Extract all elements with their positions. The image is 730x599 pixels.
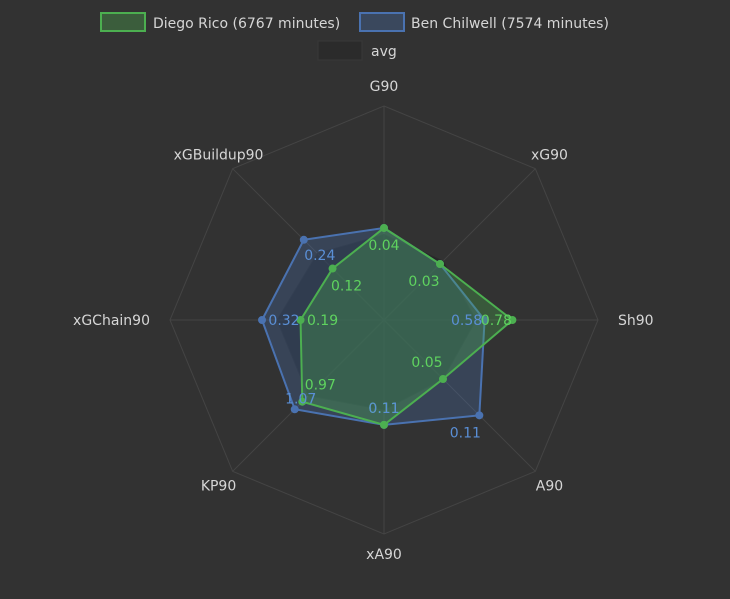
series-layer — [258, 223, 517, 429]
legend-item-ben[interactable]: Ben Chilwell (7574 minutes) — [359, 12, 609, 32]
data-point[interactable] — [508, 316, 517, 324]
data-point[interactable] — [380, 420, 388, 429]
value-label-diego: 0.05 — [411, 355, 442, 371]
value-label-ben: 0.32 — [268, 313, 299, 329]
axis-label-xa90: xA90 — [366, 547, 402, 563]
value-label-ben: 0.24 — [304, 248, 335, 264]
axis-label-xgbuildup90: xGBuildup90 — [174, 148, 264, 164]
value-label-ben: 1.07 — [285, 391, 316, 407]
data-point[interactable] — [439, 375, 448, 384]
legend: Diego Rico (6767 minutes) Ben Chilwell (… — [100, 12, 609, 61]
value-label-ben: 0.58 — [451, 313, 482, 329]
data-point[interactable] — [258, 316, 267, 324]
legend-swatch-diego — [100, 12, 146, 32]
value-label-ben: 0.11 — [368, 401, 399, 417]
legend-label-avg: avg — [371, 44, 397, 60]
axis-labels: G90 xG90 Sh90 A90 xA90 KP90 xGChain90 xGBuildup… — [73, 79, 654, 563]
data-point[interactable] — [380, 223, 388, 232]
data-point[interactable] — [480, 316, 489, 324]
data-point[interactable] — [435, 260, 444, 269]
data-point[interactable] — [298, 397, 307, 406]
value-label-diego: 0.78 — [481, 313, 512, 329]
legend-label-ben: Ben Chilwell (7574 minutes) — [411, 16, 609, 32]
value-labels: 0.04 0.03 0.78 0.05 0.11 0.97 0.19 0.12 0.58 0.11… — [268, 238, 512, 441]
legend-item-avg[interactable]: avg — [317, 40, 397, 61]
axis-label-sh90: Sh90 — [618, 313, 654, 329]
value-label-diego: 0.97 — [305, 378, 336, 394]
axis-label-xg90: xG90 — [531, 148, 568, 164]
legend-swatch-ben — [359, 12, 405, 32]
data-point[interactable] — [290, 405, 299, 414]
data-point[interactable] — [299, 235, 308, 244]
data-point[interactable] — [328, 264, 337, 273]
data-point[interactable] — [296, 316, 305, 324]
value-label-ben: 0.11 — [450, 425, 481, 441]
value-label-diego: 0.11 — [368, 401, 399, 417]
value-label-diego: 0.12 — [331, 279, 362, 295]
axis-label-xgchain90: xGChain90 — [73, 313, 150, 329]
value-label-diego: 0.03 — [408, 274, 439, 290]
value-label-diego: 0.04 — [368, 238, 399, 254]
legend-item-diego[interactable]: Diego Rico (6767 minutes) — [100, 12, 340, 32]
axis-label-g90: G90 — [370, 79, 399, 95]
value-label-diego: 0.19 — [307, 313, 338, 329]
legend-swatch-avg — [317, 40, 363, 61]
data-point[interactable] — [475, 411, 484, 420]
axis-label-a90: A90 — [536, 478, 563, 494]
axis-label-kp90: KP90 — [201, 478, 236, 494]
legend-label-diego: Diego Rico (6767 minutes) — [153, 16, 340, 32]
